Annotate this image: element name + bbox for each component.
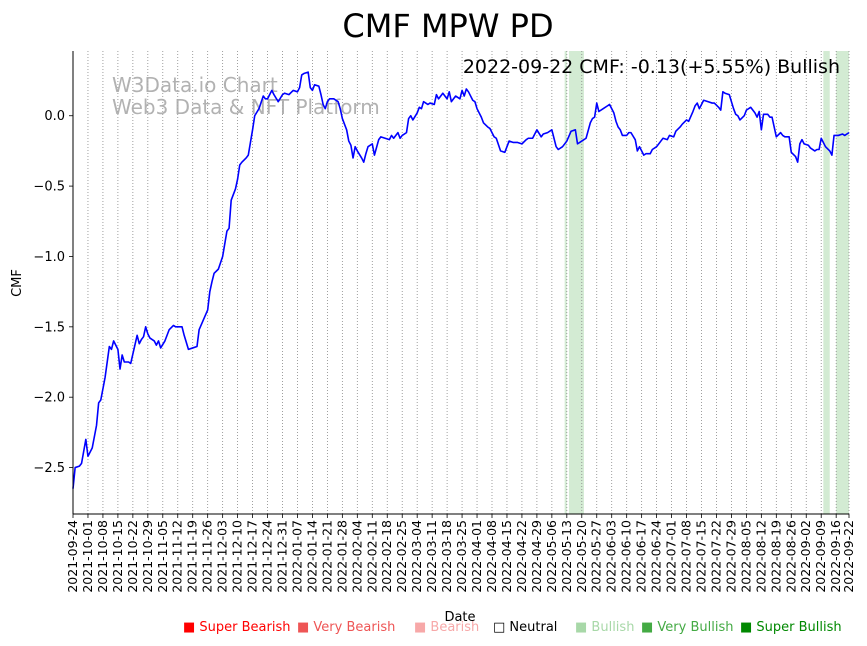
legend-item: □ Neutral [493,620,557,635]
x-tick-label: 2022-02-04 [349,520,364,593]
x-tick-label: 2021-12-10 [230,520,245,593]
shaded-region-2 [568,51,584,514]
legend-swatch-icon: ■ [183,620,200,635]
legend-label: Bullish [591,620,635,635]
x-tick-label: 2022-02-18 [379,520,394,593]
legend-label: Super Bearish [199,620,291,635]
legend-label: Neutral [509,620,558,635]
latest-value-annotation: 2022-09-22 CMF: -0.13(+5.55%) Bullish [463,56,840,78]
cmf-series-line [72,71,850,489]
x-tick-label: 2022-04-15 [499,520,514,593]
legend-label: Very Bullish [657,620,734,635]
x-tick-label: 2022-05-27 [589,520,604,593]
x-tick-label: 2022-08-05 [738,520,753,593]
x-tick-label: 2022-03-18 [439,520,454,593]
x-tick-label: 2022-02-11 [364,520,379,593]
chart-title: CMF MPW PD [342,7,553,45]
x-tick-label: 2022-01-07 [289,520,304,593]
x-tick-label: 2021-12-31 [274,520,289,593]
shaded-region-3 [823,51,830,514]
x-tick-label: 2022-05-20 [574,520,589,593]
x-tick-label: 2022-02-25 [394,520,409,593]
x-tick-label: 2021-12-03 [215,520,230,593]
y-tick-label: −1.0 [33,250,65,265]
x-tick-label: 2022-09-22 [841,520,856,593]
x-tick-label: 2022-01-21 [319,520,334,593]
legend-item: ■ Super Bullish [740,620,842,635]
legend-swatch-icon: ■ [641,620,658,635]
x-tick-label: 2022-05-06 [544,520,559,593]
legend-item: ■ Very Bullish [641,620,733,635]
x-tick-label: 2022-08-26 [783,520,798,593]
x-tick-label: 2022-06-03 [604,520,619,593]
x-tick-label: 2022-07-29 [723,520,738,593]
x-tick-label: 2021-10-15 [110,520,125,593]
x-tick-label: 2022-07-01 [664,520,679,593]
x-tick-label: 2022-07-08 [679,520,694,593]
x-tick-label: 2021-11-12 [170,520,185,593]
x-tick-label: 2021-10-08 [95,520,110,593]
x-tick-label: 2022-03-25 [454,520,469,593]
sentiment-shaded-regions [564,51,849,514]
y-tick-label: 0.0 [44,109,65,124]
y-axis-ticks: 0.0 −0.5 −1.0 −1.5 −2.0 −2.5 [33,109,73,476]
y-tick-label: −2.0 [33,391,65,406]
x-tick-label: 2022-07-22 [708,520,723,593]
x-tick-label: 2022-08-19 [768,520,783,593]
legend-swatch-icon: □ [493,620,510,635]
x-tick-label: 2022-06-10 [619,520,634,593]
x-tick-label: 2022-04-08 [484,520,499,593]
x-tick-label: 2022-04-01 [469,520,484,593]
x-tick-label: 2022-03-04 [409,520,424,593]
y-tick-label: −0.5 [33,180,65,195]
watermark-line-1: W3Data.io Chart [112,73,278,97]
x-tick-label: 2022-04-22 [514,520,529,593]
y-tick-label: −1.5 [33,320,65,335]
x-tick-label: 2021-11-05 [155,520,170,593]
shaded-region-4 [836,51,849,514]
x-axis-ticks: 2021-09-24 2021-10-01 2021-10-08 2021-10-15… [65,514,856,593]
legend-swatch-icon: ■ [575,620,592,635]
x-tick-label: 2022-09-02 [798,520,813,593]
x-axis-label: Date [444,610,475,625]
legend-swatch-icon: ■ [414,620,431,635]
x-tick-label: 2021-12-24 [260,520,275,593]
legend-item: ■ Bullish [575,620,634,635]
legend-label: Bearish [430,620,480,635]
x-tick-label: 2022-01-14 [304,520,319,593]
x-tick-label: 2021-09-24 [65,520,80,593]
x-tick-label: 2021-12-17 [245,520,260,593]
x-tick-label: 2021-11-19 [185,520,200,593]
x-tick-label: 2022-05-13 [559,520,574,593]
x-tick-label: 2022-06-24 [649,520,664,593]
legend-item: ■ Very Bearish [297,620,395,635]
y-axis-label: CMF [10,269,25,297]
x-tick-label: 2021-10-22 [125,520,140,593]
legend-swatch-icon: ■ [297,620,314,635]
shaded-region-1 [564,51,567,514]
x-tick-label: 2021-10-01 [80,520,95,593]
legend-swatch-icon: ■ [740,620,757,635]
x-tick-label: 2022-09-09 [813,520,828,593]
x-tick-label: 2022-07-15 [693,520,708,593]
x-tick-label: 2022-04-29 [529,520,544,593]
vertical-grid-lines [72,51,850,514]
y-tick-label: −2.5 [33,461,65,476]
x-tick-label: 2022-06-17 [634,520,649,593]
legend-label: Super Bullish [756,620,842,635]
x-tick-label: 2021-11-26 [200,520,215,593]
x-tick-label: 2022-03-11 [424,520,439,593]
legend-item: ■ Super Bearish [183,620,291,635]
legend-item: ■ Bearish [414,620,479,635]
x-tick-label: 2022-08-12 [753,520,768,593]
x-tick-label: 2022-09-16 [828,520,843,593]
x-tick-label: 2021-10-29 [140,520,155,593]
x-tick-label: 2022-01-28 [334,520,349,593]
legend-label: Very Bearish [313,620,396,635]
